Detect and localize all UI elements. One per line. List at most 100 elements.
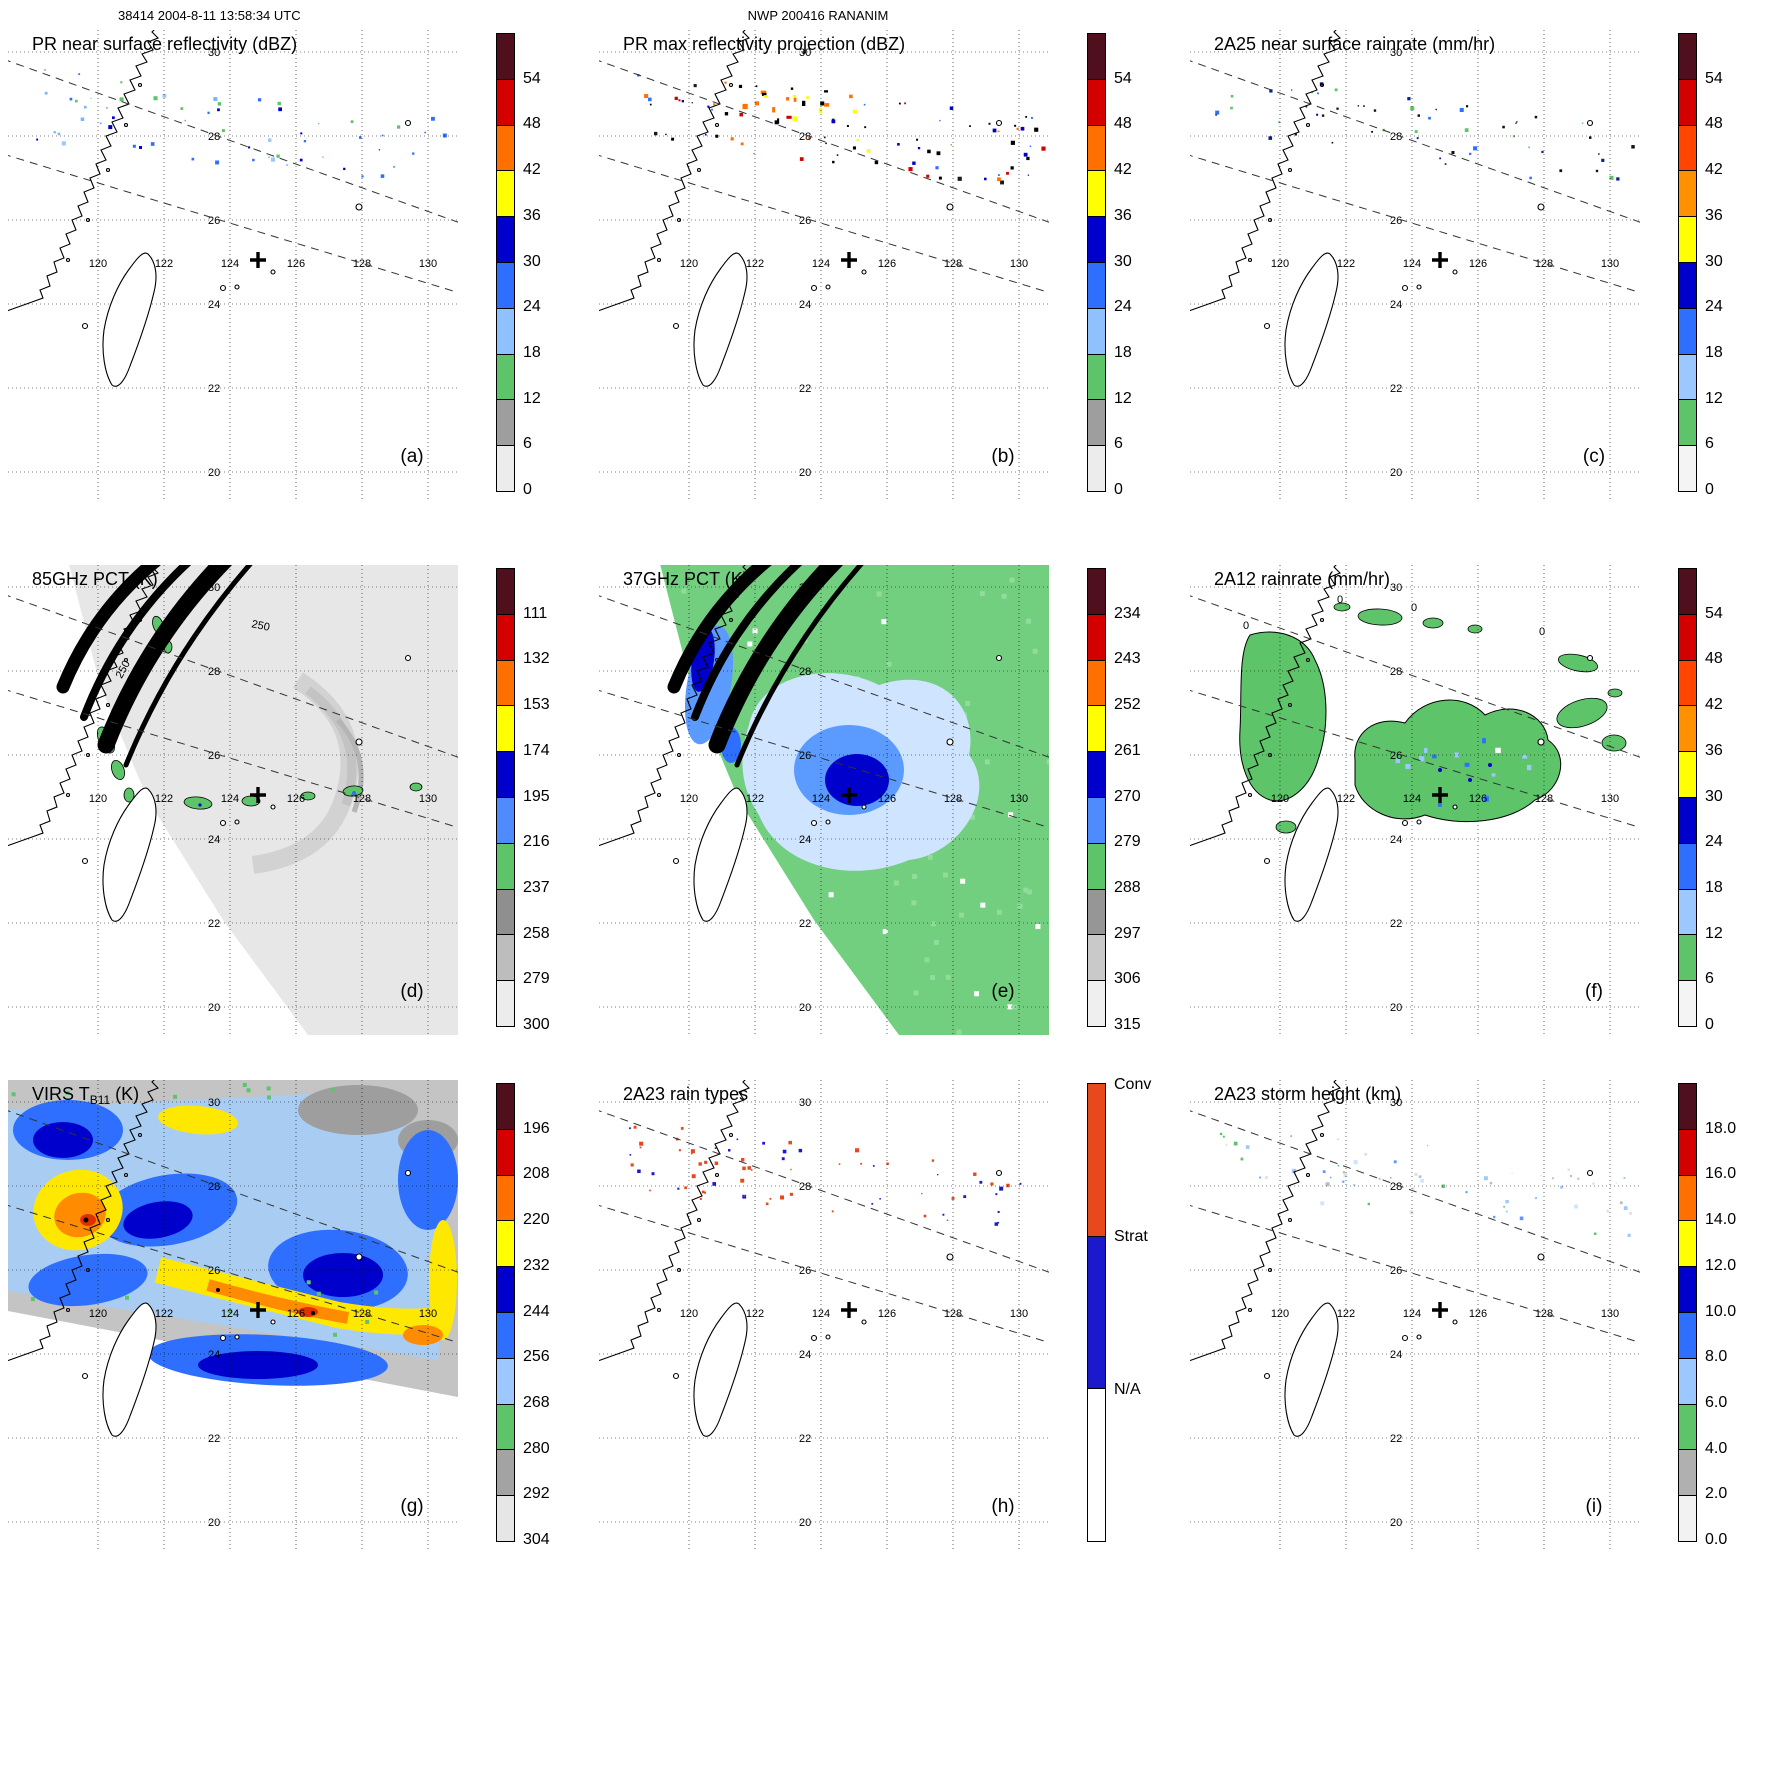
colorbar-tick: 153 [523, 696, 550, 714]
lon-label: 128 [1535, 258, 1553, 270]
colorbar-tick: 12 [1705, 924, 1723, 942]
panel-i: 2A23 storm height (km) 120 122 124 126 128 130… [1190, 1080, 1771, 1580]
colorbar-segment [497, 78, 514, 125]
island-outline [404, 119, 412, 127]
lon-label: 126 [1469, 258, 1487, 270]
island-outline [219, 819, 227, 827]
colorbar-e [1087, 568, 1106, 1027]
coastal-islet [676, 217, 682, 223]
colorbar-tick: 306 [1114, 970, 1141, 988]
orbit-timestamp: 38414 2004-8-11 13:58:34 UTC [118, 8, 301, 23]
colorbar-segment [1679, 796, 1696, 843]
lat-label: 20 [1390, 1517, 1402, 1529]
colorbar-segment [1088, 1235, 1105, 1389]
coastal-islet [123, 1172, 129, 1178]
panel-title-text: 37GHz PCT (K) [623, 569, 749, 589]
colorbar-wrap-b: 54 48 42 36 30 24 18 12 6 0 [1087, 30, 1187, 508]
colorbar-d [496, 568, 515, 1027]
colorbar-tick: 279 [1114, 833, 1141, 851]
lat-label: 30 [208, 47, 220, 59]
lat-label: 26 [1390, 1265, 1402, 1277]
colorbar-tick: 6 [523, 435, 532, 453]
coastline-taiwan [102, 252, 157, 387]
contour-label: 0 [1243, 620, 1249, 632]
lat-label: 24 [208, 299, 220, 311]
lat-label: 20 [1390, 467, 1402, 479]
colorbar-segment [1088, 34, 1105, 79]
lat-label: 20 [799, 1002, 811, 1014]
coastline-china [8, 565, 159, 847]
swath-edge-line [1190, 1204, 1640, 1344]
island-outline [1263, 1372, 1271, 1380]
colorbar-tick: 234 [1114, 604, 1141, 622]
lat-label: 28 [208, 666, 220, 678]
colorbar-segment [1679, 216, 1696, 262]
lat-label: 26 [799, 215, 811, 227]
lat-label: 26 [799, 1265, 811, 1277]
swath-edge-line [1190, 689, 1640, 829]
colorbar-segment [497, 34, 514, 79]
colorbar-segment [1679, 1495, 1696, 1541]
colorbar-segment [1088, 445, 1105, 491]
lat-label: 24 [1390, 1349, 1402, 1361]
lon-label: 130 [419, 258, 437, 270]
island-outline [810, 284, 818, 292]
lon-label: 130 [1601, 258, 1619, 270]
island-outline [1416, 1334, 1422, 1340]
storm-center-marker [1432, 1302, 1448, 1318]
lat-label: 22 [799, 918, 811, 930]
colorbar-segment [1088, 705, 1105, 752]
lon-label: 120 [1271, 1308, 1289, 1320]
colorbar-tick: 6 [1114, 435, 1123, 453]
lat-label: 30 [208, 1097, 220, 1109]
lat-label: 24 [1390, 834, 1402, 846]
coastal-islet [65, 257, 71, 263]
panel-g: VIRS TB11 (K) 120 122 124 126 128 130 20 22 24 26 2… [8, 1080, 599, 1580]
lat-label: 30 [799, 47, 811, 59]
colorbar-segment [1679, 124, 1696, 171]
lon-label: 120 [680, 1308, 698, 1320]
panel-b: PR max reflectivity projection (dBZ) 120 1… [599, 30, 1190, 565]
colorbar-tick: 288 [1114, 878, 1141, 896]
lat-label: 28 [208, 131, 220, 143]
coastal-islet [714, 1172, 720, 1178]
lon-label: 122 [155, 258, 173, 270]
colorbar-category-label: N/A [1114, 1380, 1141, 1398]
colorbar-tick: 261 [1114, 741, 1141, 759]
island-outline [1586, 119, 1594, 127]
lat-label: 28 [1390, 666, 1402, 678]
panel-title-text: VIRS T [32, 1084, 90, 1104]
lat-label: 26 [208, 750, 220, 762]
colorbar-tick: 42 [523, 161, 541, 179]
contour-label: 250 [250, 618, 270, 634]
lon-label: 126 [1469, 793, 1487, 805]
lon-label: 120 [680, 793, 698, 805]
lon-label: 126 [1469, 1308, 1487, 1320]
coastal-islet [656, 792, 662, 798]
colorbar-tick: 196 [523, 1119, 550, 1137]
coastal-islet [1287, 702, 1293, 708]
colorbar-tick: 300 [523, 1016, 550, 1033]
colorbar-segment [497, 1128, 514, 1175]
colorbar-segment [1088, 1084, 1105, 1236]
colorbar-tick: 36 [1114, 206, 1132, 224]
map-h: 120 122 124 126 128 130 20 22 24 26 28 30 (h) [599, 1080, 1049, 1550]
island-outline [404, 1169, 412, 1177]
panel-title-h: 2A23 rain types [623, 1084, 748, 1105]
lon-label: 122 [1337, 258, 1355, 270]
colorbar-tick: 280 [523, 1439, 550, 1457]
colorbar-tick: 244 [523, 1302, 550, 1320]
contour-label: 0 [1411, 602, 1417, 614]
lon-label: 130 [1601, 1308, 1619, 1320]
storm-center-marker [1432, 787, 1448, 803]
coastline-taiwan [693, 252, 748, 387]
coastline-china [1190, 1080, 1341, 1362]
colorbar-tick: 48 [1705, 115, 1723, 133]
colorbar-segment [1679, 569, 1696, 614]
coastal-islet [1319, 82, 1325, 88]
swath-edge-line [8, 154, 458, 294]
colorbar-segment [1088, 261, 1105, 308]
colorbar-segment [1088, 980, 1105, 1026]
lon-label: 122 [746, 258, 764, 270]
